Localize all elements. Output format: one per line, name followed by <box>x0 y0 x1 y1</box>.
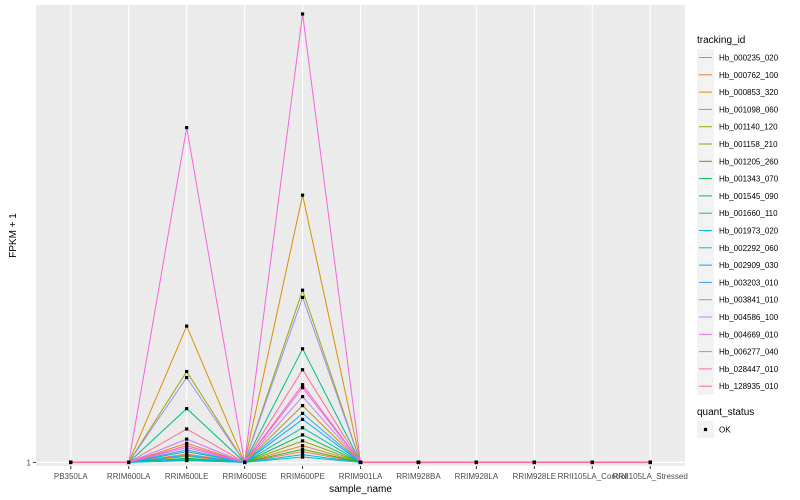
y-axis-title: FPKM + 1 <box>8 213 19 258</box>
data-point <box>185 406 189 411</box>
data-point <box>185 441 189 445</box>
x-tick-label: RRIM928BA <box>396 472 441 481</box>
x-tick-label: RRIM901LA <box>339 472 383 481</box>
data-point <box>185 450 189 454</box>
point-legend-title: quant_status <box>697 407 754 418</box>
legend-label: Hb_001545_090 <box>719 192 779 201</box>
legend-label: Hb_000853_320 <box>719 88 779 97</box>
data-point <box>185 444 189 448</box>
legend-label: Hb_000762_100 <box>719 71 779 80</box>
data-point <box>300 193 305 197</box>
legend-label: Hb_004586_100 <box>719 313 779 322</box>
x-tick-label: RRIM928LA <box>455 472 499 481</box>
data-points <box>69 12 652 465</box>
data-point <box>300 433 305 437</box>
data-point <box>300 383 305 387</box>
x-tick-label: RRIM600LE <box>165 472 209 481</box>
data-point <box>127 460 131 465</box>
data-point <box>300 347 305 351</box>
legend-label: Hb_002909_030 <box>719 261 779 270</box>
data-point <box>358 460 363 465</box>
legend-label: Hb_003203_010 <box>719 278 779 287</box>
data-point <box>300 453 305 457</box>
point-legend-swatch <box>703 427 708 432</box>
data-point <box>300 417 305 421</box>
legend-label: Hb_028447_010 <box>719 365 779 374</box>
x-tick-label: RRIM600LA <box>107 472 151 481</box>
data-point <box>532 460 536 465</box>
data-point <box>185 324 189 328</box>
data-point <box>300 386 305 390</box>
legend-label: Hb_001205_260 <box>719 157 779 166</box>
data-point <box>300 455 305 459</box>
legend-items: Hb_000235_020 Hb_000762_100 Hb_000853_320 H… <box>697 49 779 395</box>
x-tick-label: RRIM600SE <box>222 472 266 481</box>
data-point <box>300 447 305 451</box>
data-point <box>185 448 189 452</box>
legend-label: Hb_002292_060 <box>719 244 779 253</box>
data-point <box>648 460 652 465</box>
point-legend-label: OK <box>719 426 731 435</box>
data-point <box>300 288 305 292</box>
data-point <box>300 404 305 408</box>
legend-label: Hb_003841_010 <box>719 296 779 305</box>
legend-title: tracking_id <box>697 35 745 46</box>
legend-label: Hb_000235_020 <box>719 54 779 63</box>
data-point <box>300 411 305 415</box>
data-point <box>300 295 305 299</box>
data-point <box>300 12 305 16</box>
x-tick-label: RRIM600PE <box>280 472 324 481</box>
data-point <box>300 450 305 454</box>
data-point <box>69 460 73 465</box>
x-tick-label: PB350LA <box>54 472 88 481</box>
legend-label: Hb_128935_010 <box>719 382 779 391</box>
data-point <box>185 375 189 380</box>
grid-lines <box>36 5 685 466</box>
data-point <box>300 426 305 430</box>
data-point <box>185 445 189 450</box>
data-point <box>185 437 189 441</box>
x-tick-label: RRII105LA_Control <box>558 472 628 481</box>
data-point <box>185 453 189 457</box>
point-legend-items: OK <box>697 421 731 438</box>
data-point <box>300 444 305 448</box>
legend-label: Hb_001158_210 <box>719 140 778 149</box>
data-point <box>474 460 478 465</box>
legend-label: Hb_001098_060 <box>719 105 779 114</box>
data-point <box>185 125 189 130</box>
legend-label: Hb_001973_020 <box>719 227 779 236</box>
x-axis-title: sample_name <box>329 484 392 495</box>
y-axis-ticks: 1 <box>27 458 36 467</box>
legend-label: Hb_006277_040 <box>719 348 779 357</box>
legend-label: Hb_001660_110 <box>719 209 778 218</box>
y-tick-label: 1 <box>27 458 32 467</box>
data-point <box>243 460 247 465</box>
data-point <box>416 460 421 465</box>
data-point <box>185 457 189 462</box>
data-point <box>300 439 305 443</box>
legend: tracking_id Hb_000235_020Hb_000762_100Hb… <box>697 35 779 438</box>
legend-label: Hb_001343_070 <box>719 175 779 184</box>
data-point <box>590 460 594 465</box>
data-point <box>300 368 305 372</box>
x-tick-label: RRIM928LE <box>513 472 557 481</box>
x-axis-ticks: PB350LA RRIM600LA RRIM600LE RRIM600SE RRIM60… <box>54 466 688 481</box>
x-tick-label: RRII105LA_Stressed <box>613 472 688 481</box>
legend-label: Hb_004669_010 <box>719 330 779 339</box>
data-point <box>185 427 189 431</box>
legend-label: Hb_001140_120 <box>719 123 778 132</box>
data-point <box>185 369 189 374</box>
data-point <box>300 395 305 399</box>
